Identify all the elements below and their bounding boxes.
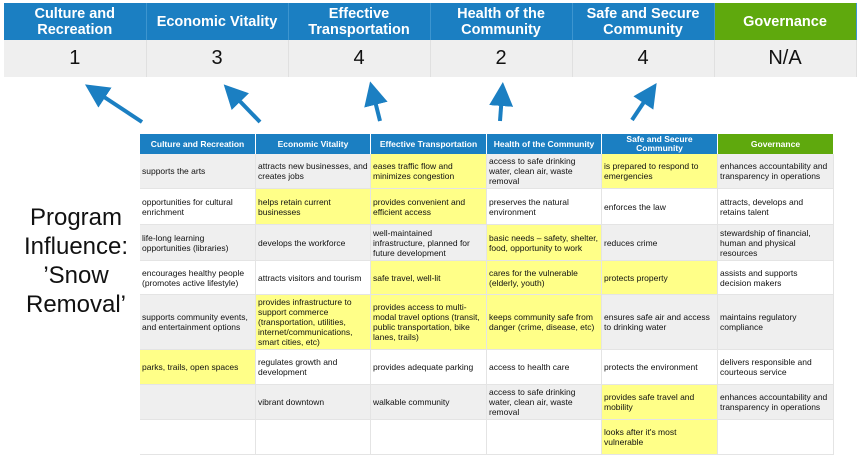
table-cell: walkable community bbox=[370, 384, 487, 420]
column-header: Economic Vitality bbox=[255, 134, 371, 154]
summary-value: N/A bbox=[714, 40, 857, 77]
table-cell: provides adequate parking bbox=[370, 349, 487, 385]
column-header: Culture and Recreation bbox=[140, 134, 256, 154]
table-row: supports the arts attracts new businesses… bbox=[140, 154, 834, 189]
table-cell: is prepared to respond to emergencies bbox=[601, 154, 718, 189]
summary-header: Governance bbox=[714, 3, 857, 40]
table-row: life-long learning opportunities (librar… bbox=[140, 224, 834, 261]
table-cell: protects the environment bbox=[601, 349, 718, 385]
table-cell: attracts, develops and retains talent bbox=[717, 188, 834, 225]
table-cell: supports community events, and entertain… bbox=[140, 294, 256, 350]
table-row: looks after it's most vulnerable bbox=[140, 419, 834, 455]
arrow-icon bbox=[223, 84, 262, 124]
table-cell: opportunities for cultural enrichment bbox=[140, 188, 256, 225]
table-cell: regulates growth and development bbox=[255, 349, 371, 385]
arrow-icon bbox=[630, 83, 657, 122]
column-header: Safe and Secure Community bbox=[601, 134, 718, 154]
summary-value: 4 bbox=[572, 40, 715, 77]
table-cell: cares for the vulnerable (elderly, youth… bbox=[486, 260, 602, 295]
table-cell: protects property bbox=[601, 260, 718, 295]
table-row: vibrant downtown walkable community access… bbox=[140, 384, 834, 420]
summary-header: Health of the Community bbox=[430, 3, 573, 40]
table-cell: safe travel, well-lit bbox=[370, 260, 487, 295]
table-cell: provides convenient and efficient access bbox=[370, 188, 487, 225]
table-cell: provides safe travel and mobility bbox=[601, 384, 718, 420]
table-cell bbox=[717, 419, 834, 455]
arrow-icon bbox=[364, 81, 388, 122]
criteria-table: Culture and Recreation Economic Vitality E… bbox=[140, 134, 834, 455]
program-influence-label: Program Influence: ’Snow Removal’ bbox=[23, 204, 129, 318]
table-cell: attracts visitors and tourism bbox=[255, 260, 371, 295]
table-cell bbox=[486, 419, 602, 455]
table-row: opportunities for cultural enrichment hel… bbox=[140, 188, 834, 225]
table-cell bbox=[255, 419, 371, 455]
table-cell: provides infrastructure to support comme… bbox=[255, 294, 371, 350]
table-cell: ensures safe air and access to drinking … bbox=[601, 294, 718, 350]
summary-value: 1 bbox=[4, 40, 147, 77]
summary-value: 2 bbox=[430, 40, 573, 77]
table-cell: supports the arts bbox=[140, 154, 256, 189]
summary-header: Effective Transportation bbox=[288, 3, 431, 40]
column-header: Health of the Community bbox=[486, 134, 602, 154]
table-cell bbox=[370, 419, 487, 455]
summary-table: Culture and Recreation Economic Vitality E… bbox=[4, 3, 857, 77]
table-cell: enhances accountability and transparency… bbox=[717, 154, 834, 189]
table-cell: develops the workforce bbox=[255, 224, 371, 261]
table-cell: assists and supports decision makers bbox=[717, 260, 834, 295]
table-row: supports community events, and entertain… bbox=[140, 294, 834, 350]
summary-value: 4 bbox=[288, 40, 431, 77]
table-cell: access to safe drinking water, clean air… bbox=[486, 154, 602, 189]
table-cell bbox=[140, 384, 256, 420]
table-cell: basic needs – safety, shelter, food, opp… bbox=[486, 224, 602, 261]
table-cell: access to safe drinking water, clean air… bbox=[486, 384, 602, 420]
summary-header: Safe and Secure Community bbox=[572, 3, 715, 40]
table-cell: access to health care bbox=[486, 349, 602, 385]
table-cell: stewardship of financial, human and phys… bbox=[717, 224, 834, 261]
table-cell: looks after it's most vulnerable bbox=[601, 419, 718, 455]
table-row: encourages healthy people (promotes acti… bbox=[140, 260, 834, 295]
column-header: Effective Transportation bbox=[370, 134, 487, 154]
summary-value: 3 bbox=[146, 40, 289, 77]
table-cell: life-long learning opportunities (librar… bbox=[140, 224, 256, 261]
table-cell: delivers responsible and courteous servi… bbox=[717, 349, 834, 385]
table-cell: provides access to multi-modal travel op… bbox=[370, 294, 487, 350]
table-row: parks, trails, open spaces regulates grow… bbox=[140, 349, 834, 385]
table-cell: parks, trails, open spaces bbox=[140, 349, 256, 385]
summary-header: Culture and Recreation bbox=[4, 3, 147, 40]
table-cell: maintains regulatory compliance bbox=[717, 294, 834, 350]
table-cell: eases traffic flow and minimizes congest… bbox=[370, 154, 487, 189]
summary-header: Economic Vitality bbox=[146, 3, 289, 40]
table-cell: preserves the natural environment bbox=[486, 188, 602, 225]
table-cell: helps retain current businesses bbox=[255, 188, 371, 225]
table-cell: vibrant downtown bbox=[255, 384, 371, 420]
table-cell: enforces the law bbox=[601, 188, 718, 225]
table-cell: attracts new businesses, and creates job… bbox=[255, 154, 371, 189]
table-cell: enhances accountability and transparency… bbox=[717, 384, 834, 420]
arrow-icon bbox=[84, 84, 144, 124]
column-header: Governance bbox=[717, 134, 834, 154]
table-cell: reduces crime bbox=[601, 224, 718, 261]
table-cell: well-maintained infrastructure, planned … bbox=[370, 224, 487, 261]
arrow-icon bbox=[489, 82, 514, 122]
table-cell: keeps community safe from danger (crime,… bbox=[486, 294, 602, 350]
table-cell: encourages healthy people (promotes acti… bbox=[140, 260, 256, 295]
table-cell bbox=[140, 419, 256, 455]
